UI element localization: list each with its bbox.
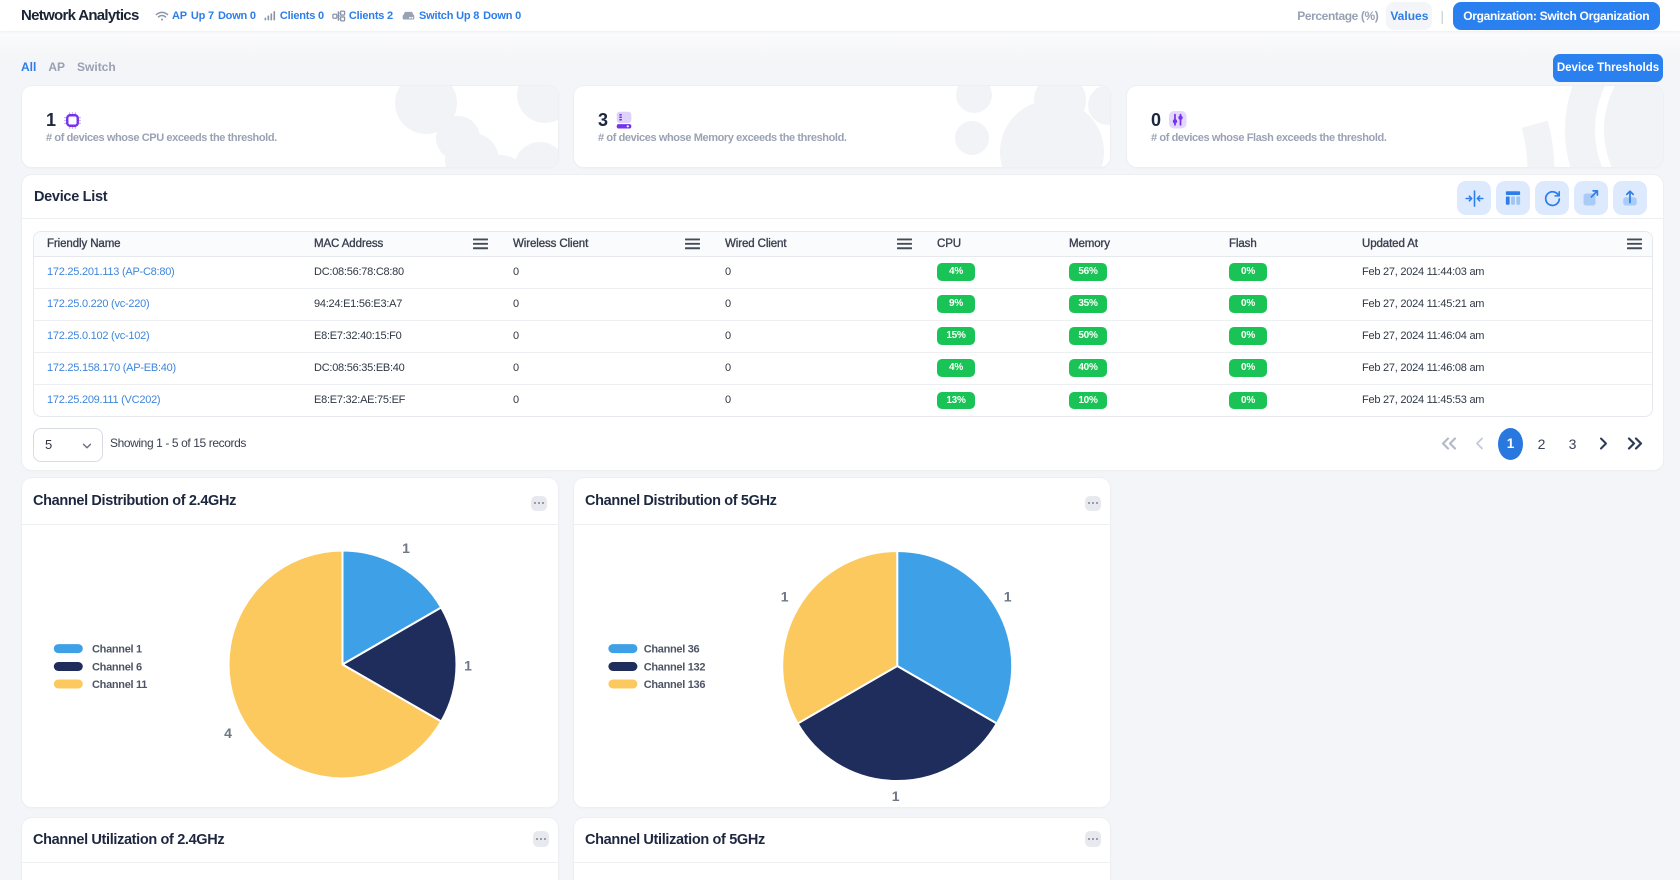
svg-text:Channel 36: Channel 36 <box>644 644 700 656</box>
svg-text:1: 1 <box>402 540 410 556</box>
svg-text:1: 1 <box>1004 589 1012 605</box>
svg-text:1: 1 <box>892 788 900 804</box>
svg-text:Channel 132: Channel 132 <box>644 662 706 674</box>
svg-text:Channel 1: Channel 1 <box>92 644 142 656</box>
svg-text:Channel 136: Channel 136 <box>644 679 706 691</box>
svg-text:1: 1 <box>464 658 472 674</box>
svg-text:1: 1 <box>781 589 789 605</box>
svg-text:Channel 11: Channel 11 <box>92 679 147 691</box>
svg-text:4: 4 <box>224 725 232 741</box>
svg-text:Channel 6: Channel 6 <box>92 662 142 674</box>
